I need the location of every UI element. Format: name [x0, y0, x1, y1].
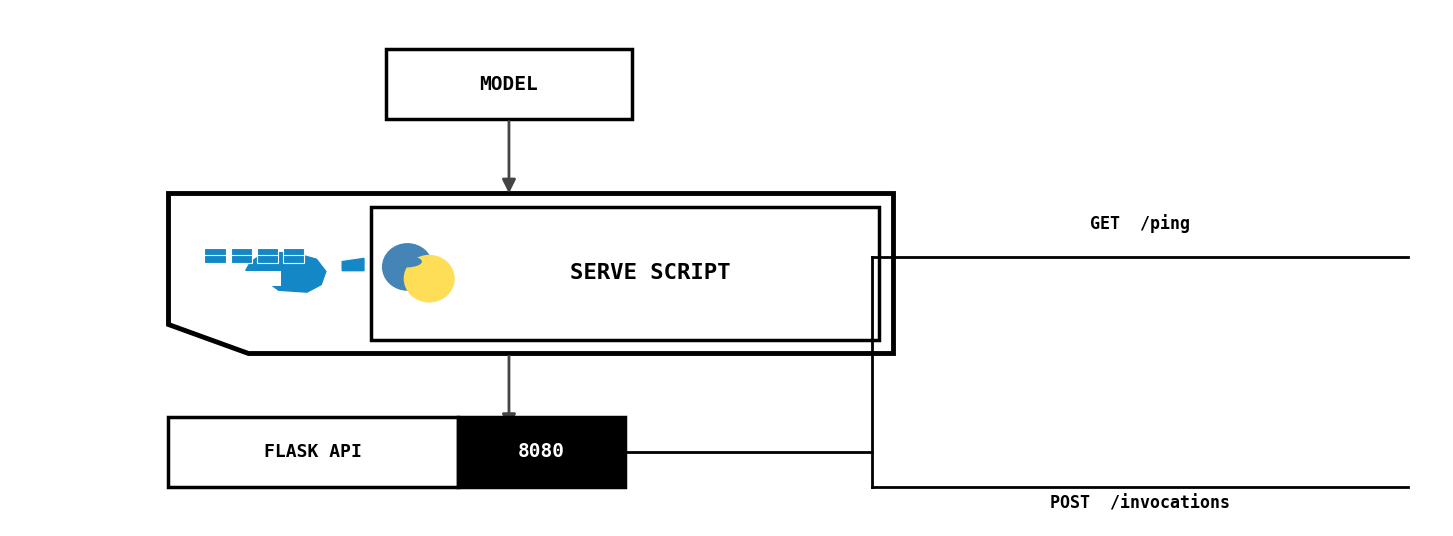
Text: 8080: 8080 [519, 442, 565, 461]
Polygon shape [240, 271, 280, 286]
Bar [205, 248, 227, 263]
Bar [257, 248, 279, 263]
Bar [283, 248, 305, 263]
Bar [231, 248, 253, 263]
Polygon shape [169, 193, 894, 353]
Text: MODEL: MODEL [479, 75, 539, 94]
Circle shape [418, 279, 450, 291]
Text: POST  /invocations: POST /invocations [1051, 495, 1229, 512]
Circle shape [254, 276, 272, 282]
Text: GET  /ping: GET /ping [1090, 214, 1190, 233]
Bar [169, 418, 458, 487]
Polygon shape [246, 252, 325, 292]
Bar [458, 418, 625, 487]
Ellipse shape [404, 255, 455, 302]
Bar [371, 207, 879, 340]
Text: FLASK API: FLASK API [264, 443, 362, 461]
Ellipse shape [382, 243, 433, 291]
Circle shape [389, 256, 421, 267]
Text: SERVE SCRIPT: SERVE SCRIPT [570, 263, 731, 284]
Bar [385, 49, 632, 118]
Polygon shape [343, 258, 363, 271]
